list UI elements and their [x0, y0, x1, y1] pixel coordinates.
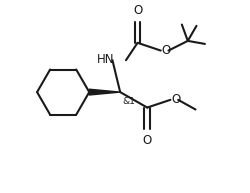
Text: &1: &1 [122, 97, 135, 106]
Text: O: O [133, 4, 142, 17]
Text: HN: HN [97, 53, 114, 66]
Text: O: O [162, 44, 171, 57]
Text: O: O [142, 134, 152, 147]
Polygon shape [89, 89, 120, 95]
Text: O: O [171, 93, 180, 106]
